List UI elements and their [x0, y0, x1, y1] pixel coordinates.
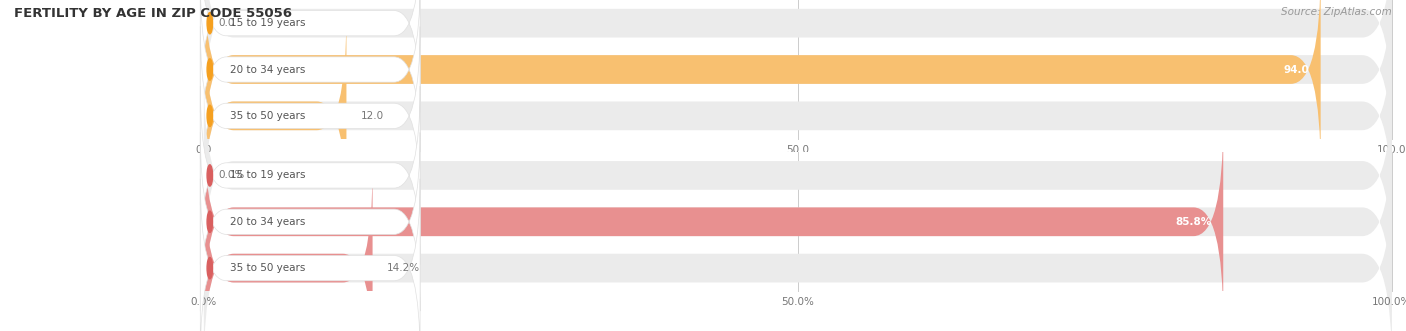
FancyBboxPatch shape [204, 14, 346, 217]
Text: 35 to 50 years: 35 to 50 years [231, 263, 305, 273]
FancyBboxPatch shape [200, 179, 420, 331]
Text: 15 to 19 years: 15 to 19 years [231, 18, 305, 28]
Circle shape [207, 258, 212, 279]
FancyBboxPatch shape [204, 166, 1392, 331]
Text: 85.8%: 85.8% [1175, 217, 1212, 227]
FancyBboxPatch shape [204, 120, 1392, 323]
FancyBboxPatch shape [200, 0, 420, 113]
Circle shape [207, 13, 212, 34]
Circle shape [207, 165, 212, 186]
Circle shape [207, 211, 212, 232]
FancyBboxPatch shape [204, 0, 1392, 171]
Text: 35 to 50 years: 35 to 50 years [231, 111, 305, 121]
FancyBboxPatch shape [200, 132, 420, 311]
Text: Source: ZipAtlas.com: Source: ZipAtlas.com [1281, 7, 1392, 17]
FancyBboxPatch shape [200, 0, 420, 159]
FancyBboxPatch shape [204, 74, 1392, 277]
Circle shape [207, 59, 212, 80]
Text: 20 to 34 years: 20 to 34 years [231, 65, 305, 74]
FancyBboxPatch shape [204, 166, 373, 331]
Text: 14.2%: 14.2% [387, 263, 420, 273]
FancyBboxPatch shape [200, 86, 420, 265]
Text: 12.0: 12.0 [361, 111, 384, 121]
FancyBboxPatch shape [204, 0, 1392, 125]
Text: 0.0%: 0.0% [218, 170, 245, 180]
Text: 20 to 34 years: 20 to 34 years [231, 217, 305, 227]
FancyBboxPatch shape [204, 120, 1223, 323]
FancyBboxPatch shape [200, 26, 420, 205]
Circle shape [207, 105, 212, 126]
FancyBboxPatch shape [204, 14, 1392, 217]
Text: FERTILITY BY AGE IN ZIP CODE 55056: FERTILITY BY AGE IN ZIP CODE 55056 [14, 7, 292, 20]
FancyBboxPatch shape [204, 0, 1320, 171]
Text: 94.0: 94.0 [1284, 65, 1309, 74]
Text: 0.0: 0.0 [218, 18, 235, 28]
Text: 15 to 19 years: 15 to 19 years [231, 170, 305, 180]
